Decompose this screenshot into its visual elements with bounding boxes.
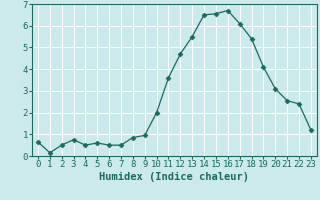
X-axis label: Humidex (Indice chaleur): Humidex (Indice chaleur) (100, 172, 249, 182)
